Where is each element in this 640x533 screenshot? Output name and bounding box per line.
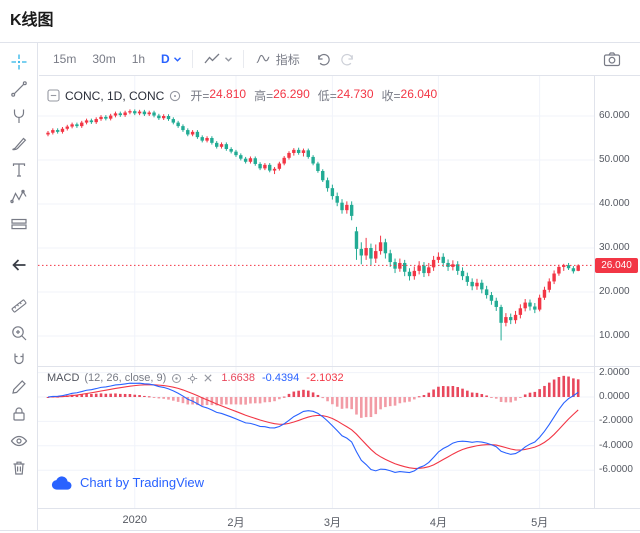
macd-signal-value: -2.1032 — [306, 372, 344, 384]
ohlc-values: 开= 24.810 高= 26.290 低= 24.730 收= 26.040 — [190, 87, 437, 104]
page-title: K线图 — [10, 12, 54, 29]
interval-button-15m[interactable]: 15m — [53, 52, 77, 66]
macd-tick-label: 0.0000 — [599, 391, 630, 402]
macd-panel[interactable] — [38, 367, 594, 508]
macd-close-icon[interactable] — [203, 373, 213, 383]
crosshair-tool-icon[interactable] — [4, 48, 34, 75]
interval-button-30m[interactable]: 30m — [92, 52, 116, 66]
price-tick-label: 30.000 — [599, 242, 630, 253]
tradingview-cloud-logo-icon — [50, 475, 73, 490]
macd-name[interactable]: MACD — [47, 372, 80, 384]
time-tick-label: 2020 — [122, 514, 147, 526]
low-value: 24.730 — [336, 87, 374, 101]
time-tick-label: 5月 — [531, 517, 549, 529]
bottom-border — [0, 530, 640, 531]
price-tick-label: 10.000 — [599, 330, 630, 341]
toolbar-separator — [191, 50, 193, 68]
interval-button-1h[interactable]: 1h — [131, 52, 146, 66]
indicators-label: 指标 — [275, 52, 300, 67]
chevron-down-icon[interactable] — [173, 56, 182, 63]
close-label: 收= — [381, 89, 401, 103]
long-position-tool-icon[interactable] — [4, 210, 34, 237]
macd-settings-icon[interactable] — [187, 373, 198, 384]
undo-icon[interactable] — [312, 47, 336, 71]
attribution-text: Chart by TradingView — [80, 475, 205, 490]
price-legend: CONC, 1D, CONC 开= 24.810 高= 26.290 低= 24.73… — [47, 87, 437, 104]
macd-eye-icon[interactable] — [171, 373, 182, 384]
toolbar-separator-2 — [242, 50, 244, 68]
time-tick-label: 4月 — [429, 517, 447, 529]
zoom-in-tool-icon[interactable] — [4, 319, 34, 346]
redo-icon — [336, 47, 360, 71]
legend-visibility-icon[interactable] — [169, 90, 181, 102]
high-label: 高= — [254, 89, 274, 103]
macd-tick-label: -2.0000 — [599, 415, 633, 427]
back-arrow-icon[interactable] — [4, 251, 34, 278]
collapse-panel-icon[interactable] — [47, 89, 60, 102]
indicators-button[interactable]: 指标 — [251, 51, 304, 68]
eye-tool-icon[interactable] — [4, 427, 34, 454]
indicator-squiggle-icon — [255, 51, 271, 67]
time-tick-label: 3月 — [323, 517, 341, 529]
low-label: 低= — [317, 89, 337, 103]
symbol-legend[interactable]: CONC, 1D, CONC — [65, 88, 165, 103]
macd-tick-label: 2.0000 — [599, 366, 630, 378]
price-tick-label: 40.000 — [599, 198, 630, 209]
magnet-tool-icon[interactable] — [4, 346, 34, 373]
interval-button-D[interactable]: D — [161, 52, 170, 66]
time-tick-label: 2月 — [227, 517, 245, 529]
last-price-tag: 26.040 — [595, 257, 638, 273]
macd-line-value: -0.4394 — [261, 372, 300, 384]
text-tool-icon[interactable] — [4, 156, 34, 183]
macd-line — [47, 382, 579, 474]
high-value: 26.290 — [273, 87, 310, 101]
macd-legend: MACD (12, 26, close, 9) 1.6638 -0.4394 -… — [47, 372, 344, 384]
macd-tick-label: -4.0000 — [599, 439, 633, 451]
pencil-tool-icon[interactable] — [4, 373, 34, 400]
price-scale-border — [594, 76, 595, 508]
chart-style-icon[interactable] — [200, 47, 224, 71]
time-scale-border — [38, 508, 640, 509]
xabcd-pattern-tool-icon[interactable] — [4, 183, 34, 210]
macd-values: 1.6638 -0.4394 -2.1032 — [221, 372, 343, 384]
lock-tool-icon[interactable] — [4, 400, 34, 427]
pitchfork-tool-icon[interactable] — [4, 102, 34, 129]
open-label: 开= — [190, 89, 210, 103]
top-divider — [0, 42, 640, 43]
brush-tool-icon[interactable] — [4, 129, 34, 156]
top-toolbar: 15m 30m 1h D 指标 — [39, 43, 640, 76]
tradingview-attribution[interactable]: Chart by TradingView — [50, 475, 204, 490]
panel-divider[interactable] — [38, 366, 640, 367]
trash-tool-icon[interactable] — [4, 454, 34, 481]
trend-line-tool-icon[interactable] — [4, 75, 34, 102]
ruler-tool-icon[interactable] — [4, 292, 34, 319]
camera-icon[interactable] — [600, 47, 624, 71]
drawing-toolbar — [0, 43, 38, 530]
close-value: 26.040 — [400, 87, 438, 101]
macd-hist-value: 1.6638 — [221, 372, 255, 384]
price-tick-label: 50.000 — [599, 154, 630, 165]
price-chart[interactable] — [38, 76, 594, 366]
macd-params: (12, 26, close, 9) — [84, 372, 167, 384]
macd-tick-label: -6.0000 — [599, 464, 633, 476]
style-chevron-down-icon[interactable] — [224, 56, 233, 63]
price-tick-label: 60.000 — [599, 110, 630, 121]
candles-layer — [46, 109, 580, 341]
price-tick-label: 20.000 — [599, 286, 630, 297]
open-value: 24.810 — [209, 87, 247, 101]
interval-group: 15m 30m 1h D — [45, 47, 173, 71]
